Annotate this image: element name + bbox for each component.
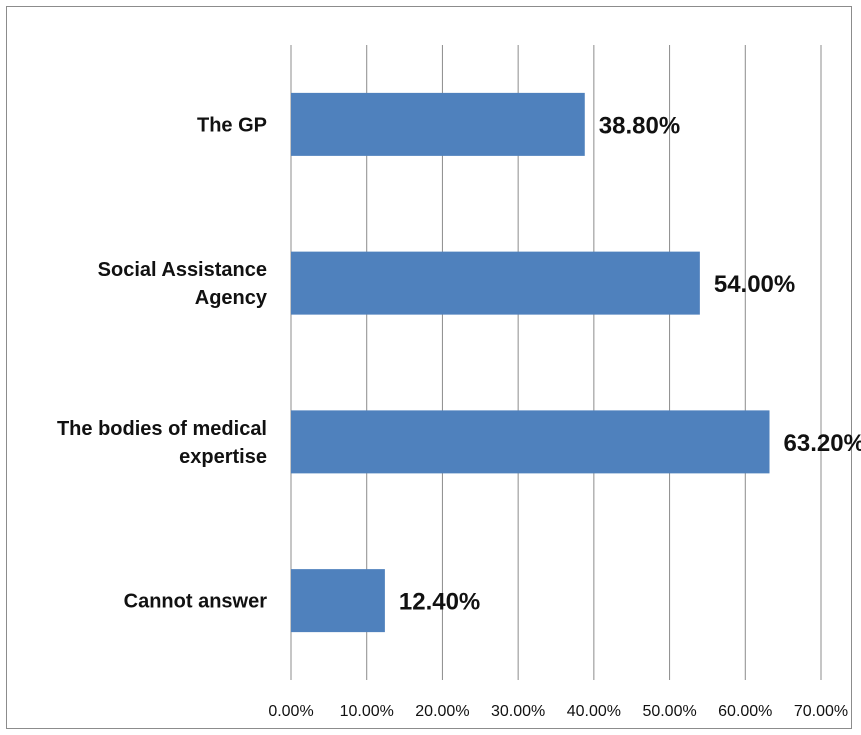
x-tick-label-6: 60.00% — [718, 703, 772, 720]
data-label-1: 54.00% — [714, 271, 795, 298]
x-tick-label-7: 70.00% — [794, 703, 848, 720]
bar-3 — [291, 569, 385, 633]
bar-1 — [291, 251, 700, 315]
category-label-1-line-0: Social Assistance — [98, 259, 267, 281]
x-tick-label-1: 10.00% — [340, 703, 394, 720]
category-label-1-line-1: Agency — [195, 287, 268, 309]
x-tick-label-2: 20.00% — [415, 703, 469, 720]
x-tick-label-4: 40.00% — [567, 703, 621, 720]
category-label-2-line-1: expertise — [179, 446, 267, 468]
category-label-2-line-0: The bodies of medical — [57, 418, 267, 440]
category-label-3: Cannot answer — [124, 591, 268, 613]
bar-0 — [291, 92, 585, 156]
x-tick-label-5: 50.00% — [642, 703, 696, 720]
data-label-0: 38.80% — [599, 112, 680, 139]
x-tick-label-3: 30.00% — [491, 703, 545, 720]
x-tick-label-0: 0.00% — [268, 703, 313, 720]
bar-2 — [291, 410, 770, 474]
category-label-0: The GP — [197, 114, 267, 136]
data-label-3: 12.40% — [399, 589, 480, 616]
data-label-2: 63.20% — [784, 430, 861, 457]
